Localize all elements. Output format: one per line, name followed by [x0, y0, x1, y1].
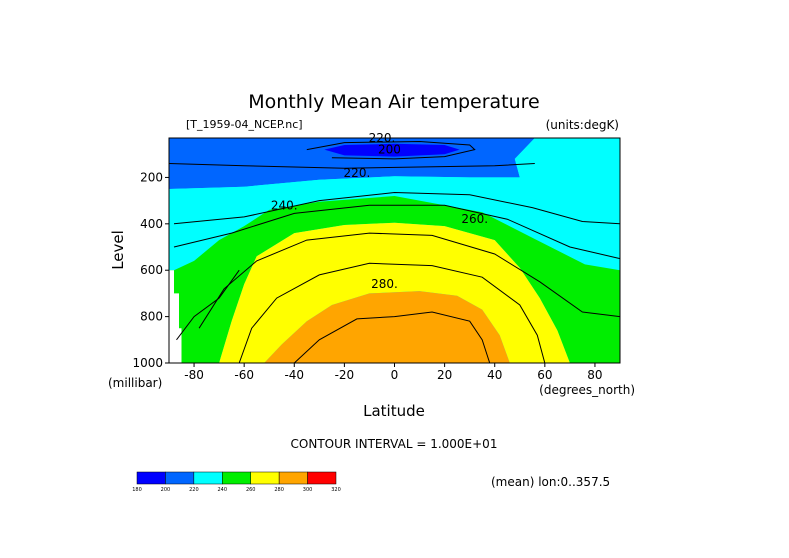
x-axis-label: Latitude: [363, 402, 425, 420]
x-tick-label: 60: [537, 368, 552, 382]
x-tick-label: -40: [284, 368, 304, 382]
y-axis-ticks: 200 400 600 800 1000: [132, 170, 169, 370]
x-tick-label: 0: [391, 368, 399, 382]
band-280-300: [264, 291, 510, 363]
band-240-260: [169, 196, 620, 363]
contour-line-6: [306, 140, 476, 160]
missing-region-0: [169, 270, 182, 363]
colorbar-label: 200: [161, 487, 171, 493]
y-tick-label: 600: [140, 263, 163, 277]
y-tick-label: 400: [140, 217, 163, 231]
mean-note: (mean) lon:0..357.5: [491, 475, 610, 489]
contour-label: 260.: [461, 212, 488, 226]
contour-label: 220.: [344, 166, 371, 180]
y-tick-label: 800: [140, 310, 163, 324]
contour-line-5: [293, 311, 491, 364]
y-axis-label: Level: [109, 230, 127, 270]
contour-line-4: [238, 262, 546, 364]
contour-line-3: [176, 269, 240, 341]
contour-label: 280.: [371, 277, 398, 291]
band-180-200: [324, 143, 460, 157]
file-label: [T_1959-04_NCEP.nc]: [186, 118, 303, 131]
x-tick-label: 20: [437, 368, 452, 382]
colorbar-swatch: [278, 471, 308, 485]
x-axis-unit: (degrees_north): [539, 383, 635, 397]
missing-data-layer: [169, 270, 182, 363]
x-tick-label: -80: [184, 368, 204, 382]
x-tick-label: 40: [487, 368, 502, 382]
colorbar-label: 280: [274, 487, 284, 493]
x-tick-label: -20: [335, 368, 355, 382]
contour-line-layer: [168, 140, 621, 364]
x-tick-label: -60: [234, 368, 254, 382]
colorbar-label: 180: [132, 487, 142, 493]
contour-fill-layer: [169, 138, 620, 363]
contour-line-0: [173, 191, 621, 225]
colorbar-swatch: [193, 471, 223, 485]
units-label: (units:degK): [546, 118, 619, 132]
contour-line-1: [173, 204, 621, 260]
contour-line-2: [198, 232, 621, 329]
y-tick-label: 200: [140, 170, 163, 184]
chart-title: Monthly Mean Air temperature: [248, 91, 539, 113]
colorbar-label: 320: [331, 487, 341, 493]
x-axis-ticks: -80 -60 -40 -20 0 20 40 60 80: [184, 363, 603, 382]
contour-label: 200: [378, 143, 401, 157]
colorbar-swatch: [307, 471, 337, 485]
colorbar-label: 220: [189, 487, 199, 493]
colorbar-label: 240: [218, 487, 228, 493]
band-260-280: [219, 222, 570, 363]
contour-label: 240.: [271, 198, 298, 212]
colorbar: 180 200 220 240 260 280 300 320: [132, 471, 341, 493]
colorbar-swatch: [222, 471, 251, 485]
colorbar-label: 300: [303, 487, 313, 493]
contour-interval-text: CONTOUR INTERVAL = 1.000E+01: [291, 437, 498, 451]
x-tick-label: 80: [587, 368, 602, 382]
colorbar-swatch: [136, 471, 166, 485]
y-axis-unit: (millibar): [108, 376, 162, 390]
y-tick-label: 1000: [132, 356, 163, 370]
colorbar-label: 260: [246, 487, 256, 493]
band-220-240: [169, 138, 620, 271]
colorbar-swatch: [165, 471, 195, 485]
contour-line-7: [168, 163, 535, 169]
colorbar-swatch: [250, 471, 280, 485]
